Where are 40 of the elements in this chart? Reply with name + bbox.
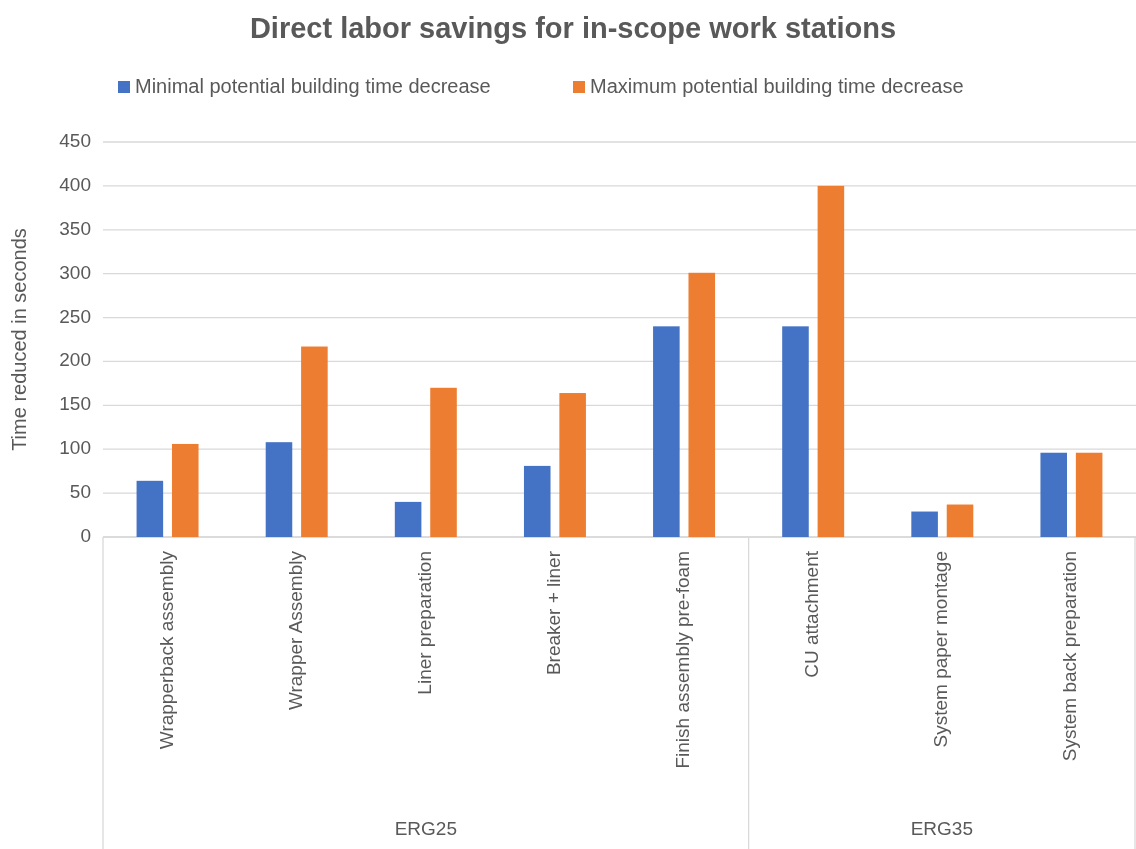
y-tick-label: 350 xyxy=(59,217,91,239)
x-tick-label: Liner preparation xyxy=(413,551,435,695)
y-tick-label: 150 xyxy=(59,393,91,415)
x-tick-label: Finish assembly pre-foam xyxy=(672,551,694,769)
text: ERG25 xyxy=(394,818,457,839)
x-tick-label: System paper montage xyxy=(930,551,952,748)
bar xyxy=(946,504,974,537)
x-tick-label: Wrapperback assembly xyxy=(155,550,177,750)
chart-title: Direct labor savings for in-scope work stations xyxy=(249,12,897,44)
y-tick-label: 0 xyxy=(80,525,91,547)
bar xyxy=(782,326,809,537)
bar xyxy=(817,185,845,537)
y-tick-label: 200 xyxy=(59,349,91,371)
bar xyxy=(430,387,457,537)
y-axis-title: Time reduced in seconds xyxy=(8,228,30,451)
text: ERG35 xyxy=(910,818,973,839)
bar xyxy=(1075,452,1103,537)
y-tick-label: 300 xyxy=(59,261,91,283)
legend-label: Maximum potential building time decrease xyxy=(590,75,964,98)
bar xyxy=(688,272,716,537)
bar xyxy=(911,511,938,537)
bar xyxy=(1040,452,1068,537)
bar xyxy=(523,465,551,537)
y-tick-label: 50 xyxy=(69,481,91,503)
x-tick-label: Wrapper Assembly xyxy=(284,550,306,711)
y-tick-label: 450 xyxy=(59,130,91,152)
x-tick-label: System back preparation xyxy=(1059,551,1081,762)
x-tick-label: CU attachment xyxy=(801,550,823,678)
bar xyxy=(171,443,199,537)
y-tick-label: 250 xyxy=(59,305,91,327)
x-tick-label: Breaker + liner xyxy=(542,550,564,676)
bar xyxy=(136,480,164,537)
bar xyxy=(265,442,293,537)
bar xyxy=(653,326,680,537)
bar xyxy=(559,393,586,537)
legend-label: Minimal potential building time decrease xyxy=(135,75,491,98)
y-tick-label: 400 xyxy=(59,173,91,195)
y-tick-label: 100 xyxy=(59,437,91,459)
bar xyxy=(394,501,422,537)
bar xyxy=(301,346,328,537)
